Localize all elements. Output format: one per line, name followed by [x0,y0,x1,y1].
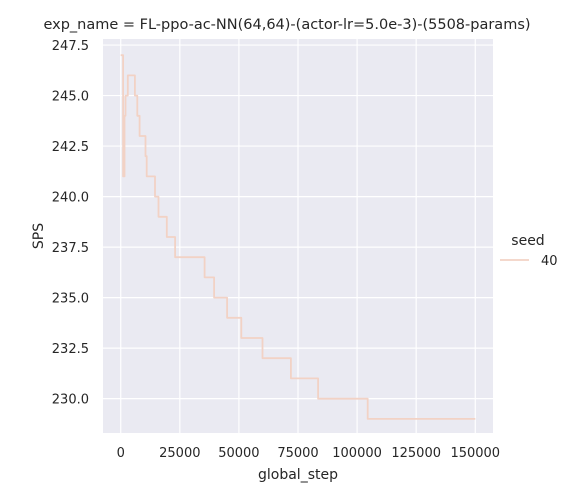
chart-title: exp_name = FL-ppo-ac-NN(64,64)-(actor-lr… [43,17,530,33]
y-axis-label: SPS [31,223,47,249]
x-tick-label: 50000 [218,446,259,461]
y-tick-label: 242.5 [52,140,89,155]
y-tick-label: 240.0 [52,191,89,206]
y-tick-label: 247.5 [52,39,89,54]
x-tick-label: 125000 [391,446,441,461]
legend-label-40: 40 [541,254,558,269]
y-tick-label: 230.0 [52,393,89,408]
y-tick-label: 245.0 [52,90,89,105]
x-tick-label: 150000 [450,446,500,461]
legend: seed 40 [500,233,558,269]
x-tick-label: 75000 [277,446,318,461]
y-tick-label: 237.5 [52,241,89,256]
series-group [120,54,476,420]
x-axis-label: global_step [258,467,338,483]
x-tick-label: 25000 [159,446,200,461]
gridlines [103,39,493,433]
x-tick-labels: 0 25000 50000 75000 100000 125000 150000 [117,446,501,461]
x-tick-label: 100000 [332,446,382,461]
series-line-40 [120,54,476,420]
legend-title: seed [511,233,544,249]
y-tick-label: 232.5 [52,342,89,357]
y-tick-labels: 230.0 232.5 235.0 237.5 240.0 242.5 245.0 247.5 [52,39,89,408]
x-tick-label: 0 [117,446,125,461]
y-tick-label: 235.0 [52,292,89,307]
